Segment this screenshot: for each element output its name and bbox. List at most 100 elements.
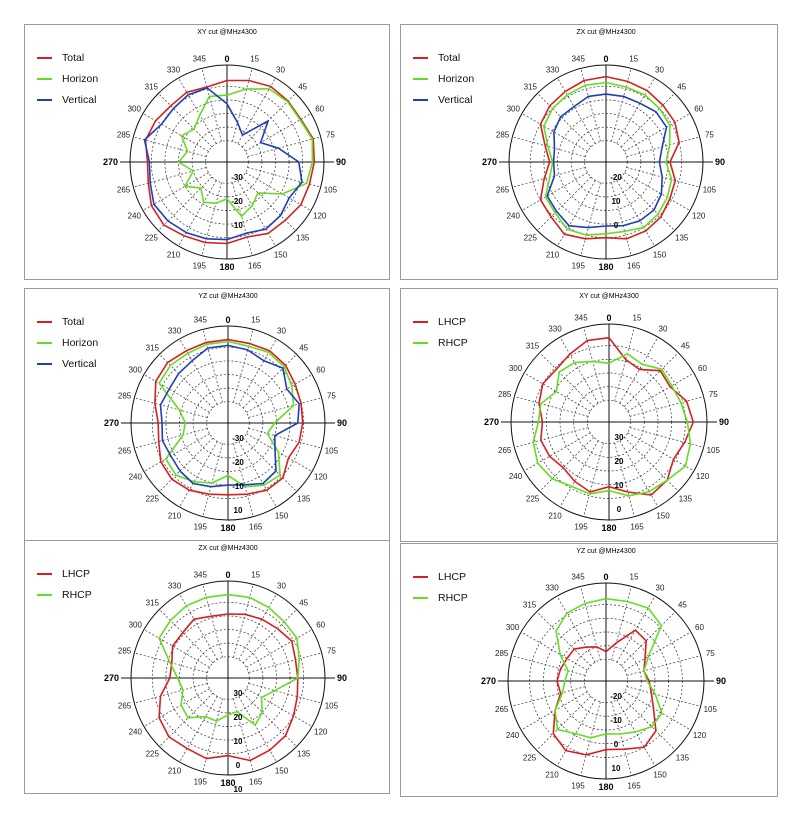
- angle-label: 225: [145, 234, 159, 243]
- grid-spoke: [512, 136, 586, 157]
- grid-spoke: [520, 691, 588, 731]
- grid-spoke: [134, 397, 208, 418]
- angle-label: 150: [274, 251, 288, 260]
- grid-spoke: [242, 437, 297, 492]
- grid-spoke: [557, 77, 596, 144]
- legend-item-vertical: Vertical: [413, 89, 474, 110]
- angle-label: 30: [277, 326, 286, 335]
- angle-label: 345: [574, 314, 588, 323]
- angle-label: 120: [696, 472, 710, 481]
- angle-label: 195: [194, 522, 208, 531]
- polar-grid: [499, 64, 713, 260]
- grid-spoke: [539, 352, 595, 408]
- grid-spoke: [611, 701, 632, 776]
- angle-label: 330: [545, 584, 559, 593]
- grid-spoke: [624, 113, 691, 152]
- angle-label: 285: [118, 646, 132, 655]
- grid-spoke: [179, 696, 218, 763]
- grid-spoke: [620, 176, 675, 231]
- angle-label: 45: [681, 342, 690, 351]
- legend-item-rhcp: RHCP: [413, 587, 468, 608]
- angle-label: 45: [298, 82, 307, 91]
- angle-label: 240: [506, 731, 520, 740]
- polar-grid: [121, 580, 335, 776]
- legend-label: Horizon: [62, 336, 99, 349]
- polar-grid: [498, 582, 714, 780]
- grid-spoke: [523, 432, 591, 472]
- angle-label: 180: [219, 262, 234, 272]
- chart-title: ZX cut @MHz4300: [198, 545, 257, 552]
- angle-label: 120: [314, 473, 328, 482]
- series-line-total: [154, 338, 304, 496]
- angle-label: 285: [496, 130, 510, 139]
- grid-spoke: [623, 352, 679, 408]
- series-line-lhcp: [158, 613, 299, 762]
- angle-label: 105: [703, 186, 717, 195]
- grid-spoke: [611, 182, 632, 256]
- angle-label: 180: [220, 778, 235, 788]
- polar-chart-6: YZ cut @MHz4300 0 15 30 45 60 75 90 105 120 135 150…: [481, 548, 726, 792]
- radial-label: -10: [610, 716, 622, 725]
- angle-label: 315: [146, 598, 160, 607]
- angle-label: 90: [337, 418, 347, 428]
- grid-spoke: [247, 167, 321, 188]
- polar-panel-6: YZ cut @MHz4300 0 15 30 45 60 75 90 105 120 135 150…: [400, 543, 778, 797]
- series-line-horizon: [177, 88, 314, 218]
- grid-spoke: [201, 68, 222, 142]
- radial-label: -10: [231, 221, 243, 230]
- grid-spoke: [248, 652, 322, 673]
- angle-label: 300: [509, 364, 523, 373]
- angle-label: 60: [316, 621, 325, 630]
- angle-label: 90: [719, 417, 729, 427]
- angle-label: 135: [676, 753, 690, 762]
- grid-spoke: [237, 180, 276, 247]
- legend-swatch: [413, 320, 428, 323]
- angle-label: 330: [548, 325, 562, 334]
- radial-label: 0: [614, 740, 619, 749]
- grid-spoke: [159, 437, 214, 492]
- legend-label: RHCP: [62, 588, 92, 601]
- angle-label: 135: [296, 234, 310, 243]
- radial-label: -20: [231, 197, 243, 206]
- radial-label: 30: [615, 433, 624, 442]
- radial-label: 20: [234, 713, 243, 722]
- grid-spoke: [242, 692, 297, 747]
- polar-chart-1: XY cut @MHz4300 0 15 30 45 60 75 90 105 120 135 150…: [103, 29, 346, 272]
- grid-spoke: [133, 136, 207, 157]
- angle-label: 240: [128, 212, 142, 221]
- angle-label: 270: [104, 418, 119, 428]
- legend-item-lhcp: LHCP: [37, 563, 92, 584]
- grid-spoke: [179, 338, 218, 405]
- angle-label: 135: [297, 495, 311, 504]
- legend-item-rhcp: RHCP: [37, 584, 92, 605]
- grid-spoke: [142, 172, 209, 211]
- legend-label: Total: [438, 51, 461, 64]
- angle-label: 330: [167, 65, 181, 74]
- series-line-total: [144, 79, 316, 245]
- radial-label: -20: [232, 458, 244, 467]
- angle-label: 45: [299, 343, 308, 352]
- grid-spoke: [620, 611, 676, 667]
- angle-label: 165: [627, 781, 641, 790]
- angle-label: 0: [606, 313, 611, 323]
- grid-spoke: [583, 442, 604, 517]
- grid-spoke: [614, 442, 635, 517]
- angle-label: 345: [194, 571, 208, 580]
- angle-label: 0: [225, 570, 230, 580]
- angle-label: 180: [598, 262, 613, 272]
- angle-label: 210: [545, 771, 559, 780]
- angle-label: 75: [326, 130, 335, 139]
- angle-label: 90: [337, 673, 347, 683]
- angle-label: 75: [709, 390, 718, 399]
- grid-spoke: [247, 136, 321, 157]
- angle-label: 315: [523, 601, 537, 610]
- polar-chart-3: YZ cut @MHz4300 0 15 30 45 60 75 90 105 120 135 150…: [104, 293, 347, 533]
- grid-spoke: [626, 655, 701, 676]
- angle-label: 225: [526, 494, 540, 503]
- radial-label: 10: [615, 481, 624, 490]
- angle-label: 240: [509, 472, 523, 481]
- legend-label: Horizon: [62, 72, 99, 85]
- angle-label: 270: [484, 417, 499, 427]
- series-line-rhcp: [532, 353, 692, 497]
- angle-label: 165: [249, 522, 263, 531]
